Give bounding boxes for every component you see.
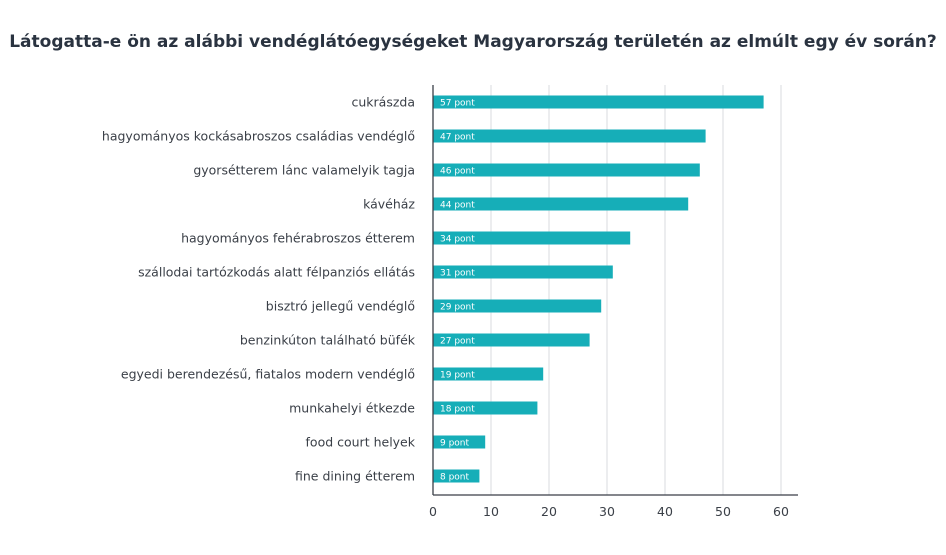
data-label: 18 pont — [440, 404, 475, 414]
data-label: 19 pont — [440, 370, 475, 380]
data-label: 44 pont — [440, 200, 475, 210]
data-label: 27 pont — [440, 336, 475, 346]
category-label: fine dining étterem — [295, 469, 415, 484]
data-label: 29 pont — [440, 302, 475, 312]
bar — [433, 401, 538, 415]
category-label: gyorsétterem lánc valamelyik tagja — [193, 163, 415, 178]
data-label: 47 pont — [440, 132, 475, 142]
x-tick-label: 10 — [483, 504, 499, 519]
category-label: hagyományos fehérabroszos étterem — [181, 231, 415, 246]
category-label: munkahelyi étkezde — [289, 401, 415, 416]
bar — [433, 197, 689, 211]
bar — [433, 231, 631, 245]
data-label: 34 pont — [440, 234, 475, 244]
category-label: food court helyek — [306, 435, 416, 450]
bar — [433, 367, 544, 381]
x-tick-label: 30 — [599, 504, 615, 519]
x-tick-label: 50 — [715, 504, 731, 519]
category-label: benzinkúton található büfék — [240, 333, 416, 348]
data-label: 9 pont — [440, 438, 470, 448]
data-label: 46 pont — [440, 166, 475, 176]
bar — [433, 435, 486, 449]
data-label: 57 pont — [440, 98, 475, 108]
data-label: 8 pont — [440, 472, 470, 482]
x-tick-label: 0 — [429, 504, 437, 519]
category-label: hagyományos kockásabroszos családias ven… — [102, 129, 415, 144]
x-tick-label: 20 — [541, 504, 557, 519]
chart-title: Látogatta-e ön az alábbi vendéglátóegysé… — [9, 32, 937, 52]
x-tick-label: 40 — [657, 504, 673, 519]
bar — [433, 129, 706, 143]
bar — [433, 163, 700, 177]
category-label: cukrászda — [351, 95, 415, 110]
data-label: 31 pont — [440, 268, 475, 278]
x-tick-label: 60 — [773, 504, 789, 519]
bar — [433, 299, 602, 313]
bar — [433, 333, 590, 347]
bar — [433, 265, 613, 279]
category-label: bisztró jellegű vendéglő — [266, 299, 415, 314]
bar — [433, 469, 480, 483]
bar — [433, 95, 764, 109]
category-label: szállodai tartózkodás alatt félpanziós e… — [138, 265, 415, 280]
category-label: kávéház — [363, 197, 415, 212]
category-label: egyedi berendezésű, fiatalos modern vend… — [121, 367, 415, 382]
